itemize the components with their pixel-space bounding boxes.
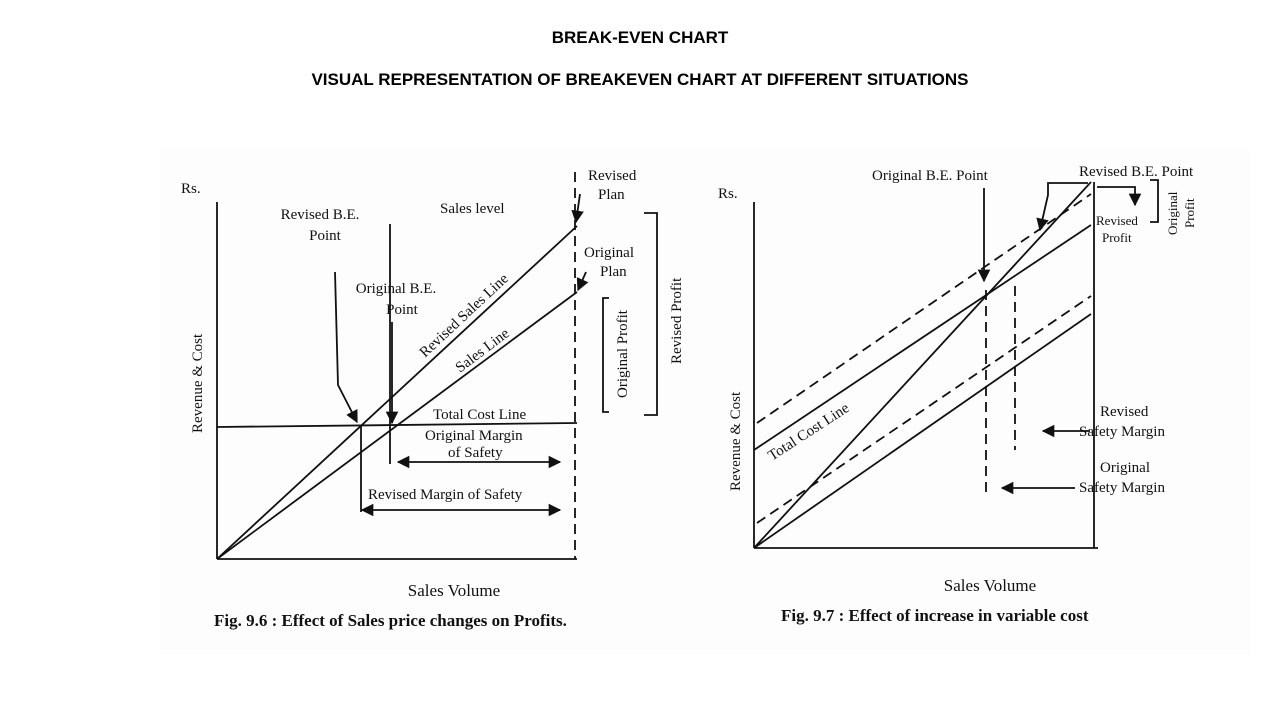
fig6-total-cost-line bbox=[216, 422, 578, 428]
fig7-revised-safety-label-2: Safety Margin bbox=[1079, 424, 1165, 440]
fig6-total-cost-line-label: Total Cost Line bbox=[433, 407, 526, 423]
fig6-revised-be-label-1: Revised B.E. bbox=[281, 207, 360, 223]
fig7-variable-cost-line bbox=[753, 313, 1092, 549]
fig6-original-plan-label-2: Plan bbox=[600, 264, 627, 280]
fig6-revised-profit-label: Revised Profit bbox=[669, 277, 685, 364]
fig6-revised-profit-bracket bbox=[644, 212, 658, 416]
fig6-x-axis-label: Sales Volume bbox=[408, 581, 500, 600]
fig7-y-unit: Rs. bbox=[718, 186, 738, 202]
fig7-sales-line bbox=[753, 181, 1092, 549]
fig6-original-margin-label-2: of Safety bbox=[448, 445, 503, 461]
fig6-y-axis-label: Revenue & Cost bbox=[190, 333, 206, 433]
fig6-caption: Fig. 9.6 : Effect of Sales price changes… bbox=[214, 611, 567, 630]
fig7-original-profit-label-1: Original bbox=[1165, 191, 1180, 235]
fig6-revised-plan-label-1: Revised bbox=[588, 168, 637, 184]
fig7-total-cost-line bbox=[753, 224, 1092, 451]
fig6-original-be-label-1: Original B.E. bbox=[356, 281, 436, 297]
fig7-revised-be-label: Revised B.E. Point bbox=[1079, 164, 1194, 180]
fig7-original-safety-label-1: Original bbox=[1100, 460, 1150, 476]
fig6-original-profit-bracket bbox=[602, 297, 609, 413]
fig7-revised-variable-cost-line bbox=[756, 295, 1092, 524]
fig7-original-safety-label-2: Safety Margin bbox=[1079, 480, 1165, 496]
diagram-svg: Rs. Revenue & Cost Sales Volume Fig. 9.6… bbox=[181, 164, 1197, 630]
fig7-revised-safety-label-1: Revised bbox=[1100, 404, 1149, 420]
scanned-figure: Rs. Revenue & Cost Sales Volume Fig. 9.6… bbox=[160, 150, 1250, 655]
fig7-original-be-label: Original B.E. Point bbox=[872, 168, 989, 184]
fig7-y-axis-label: Revenue & Cost bbox=[728, 391, 744, 491]
fig6-revised-sales-line bbox=[216, 225, 578, 560]
fig6-revised-be-label-2: Point bbox=[309, 228, 342, 244]
fig7-revised-profit-label-2: Profit bbox=[1102, 230, 1132, 245]
fig-9-7: Rs. Revenue & Cost Sales Volume Fig. 9.7… bbox=[718, 164, 1197, 625]
fig6-revised-be-arrow bbox=[334, 271, 358, 424]
fig6-original-plan-label-1: Original bbox=[584, 245, 634, 261]
fig6-revised-margin-label: Revised Margin of Safety bbox=[368, 487, 523, 503]
fig7-caption: Fig. 9.7 : Effect of increase in variabl… bbox=[781, 606, 1089, 625]
fig7-revised-total-cost-line bbox=[756, 193, 1092, 424]
fig7-revised-profit-label-1: Revised bbox=[1096, 213, 1138, 228]
fig6-sales-level-label: Sales level bbox=[440, 201, 505, 217]
fig7-revised-be-arrow bbox=[1036, 182, 1088, 232]
fig7-revised-profit-arrow bbox=[1097, 186, 1142, 207]
fig6-revised-plan-label-2: Plan bbox=[598, 187, 625, 203]
slide-title: BREAK-EVEN CHART bbox=[551, 28, 729, 47]
fig7-original-profit-label-2: Profit bbox=[1182, 198, 1197, 228]
fig7-original-profit-bracket bbox=[1150, 179, 1159, 223]
fig-9-6: Rs. Revenue & Cost Sales Volume Fig. 9.6… bbox=[181, 168, 685, 630]
fig6-revised-plan-arrow bbox=[571, 193, 584, 224]
fig6-original-be-label-2: Point bbox=[386, 302, 419, 318]
fig6-y-unit: Rs. bbox=[181, 181, 201, 197]
fig6-original-profit-label: Original Profit bbox=[615, 309, 631, 398]
fig7-x-axis-label: Sales Volume bbox=[944, 576, 1036, 595]
slide-subtitle: VISUAL REPRESENTATION OF BREAKEVEN CHART… bbox=[311, 70, 969, 89]
fig6-original-plan-arrow bbox=[576, 271, 589, 292]
fig6-original-margin-label-1: Original Margin bbox=[425, 428, 523, 444]
